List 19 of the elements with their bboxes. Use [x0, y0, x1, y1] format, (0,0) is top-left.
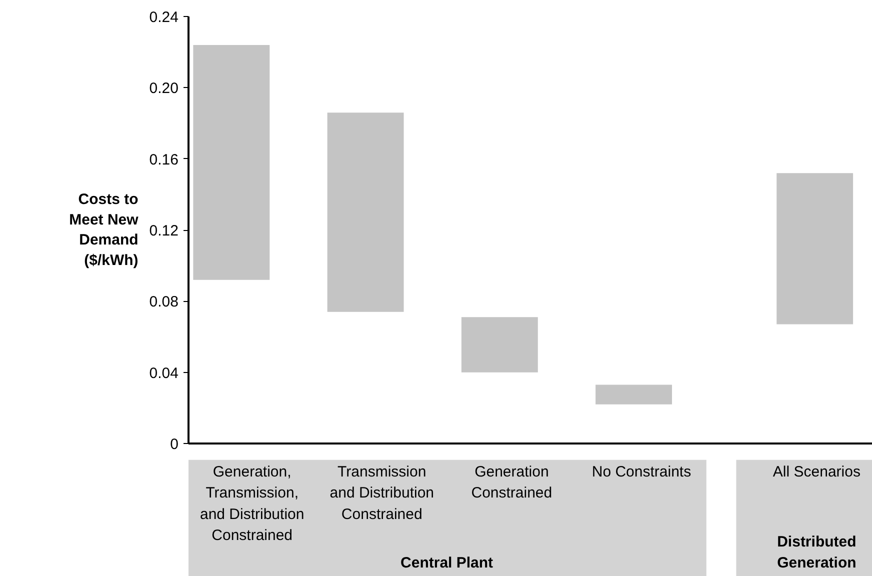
bar [461, 317, 538, 372]
x-tick-label: Generation, Transmission, and Distribution Constrained [200, 463, 304, 544]
x-tick-label: Transmission and Distribution Constrained [330, 463, 434, 523]
y-tick-label: 0.20 [149, 80, 179, 98]
y-tick-label: 0 [170, 436, 178, 453]
y-tick-label: 0.16 [149, 151, 179, 168]
bar [193, 44, 270, 280]
text: Distributed Generation [777, 533, 856, 572]
y-axis-title: Costs to Meet New Demand ($/kWh) [69, 190, 139, 270]
x-tick-label: Generation Constrained [471, 463, 552, 502]
y-tick-label: 0.24 [149, 9, 179, 26]
text: Central Plant [400, 554, 494, 572]
bar [596, 384, 672, 404]
x-tick-label: No Constraints [592, 463, 692, 480]
y-tick-label: 0.04 [149, 364, 179, 382]
bar [327, 112, 404, 312]
y-tick-label: 0.12 [149, 222, 179, 240]
y-tick-label: 0.08 [149, 294, 179, 311]
x-tick-label: All Scenarios [772, 463, 860, 480]
